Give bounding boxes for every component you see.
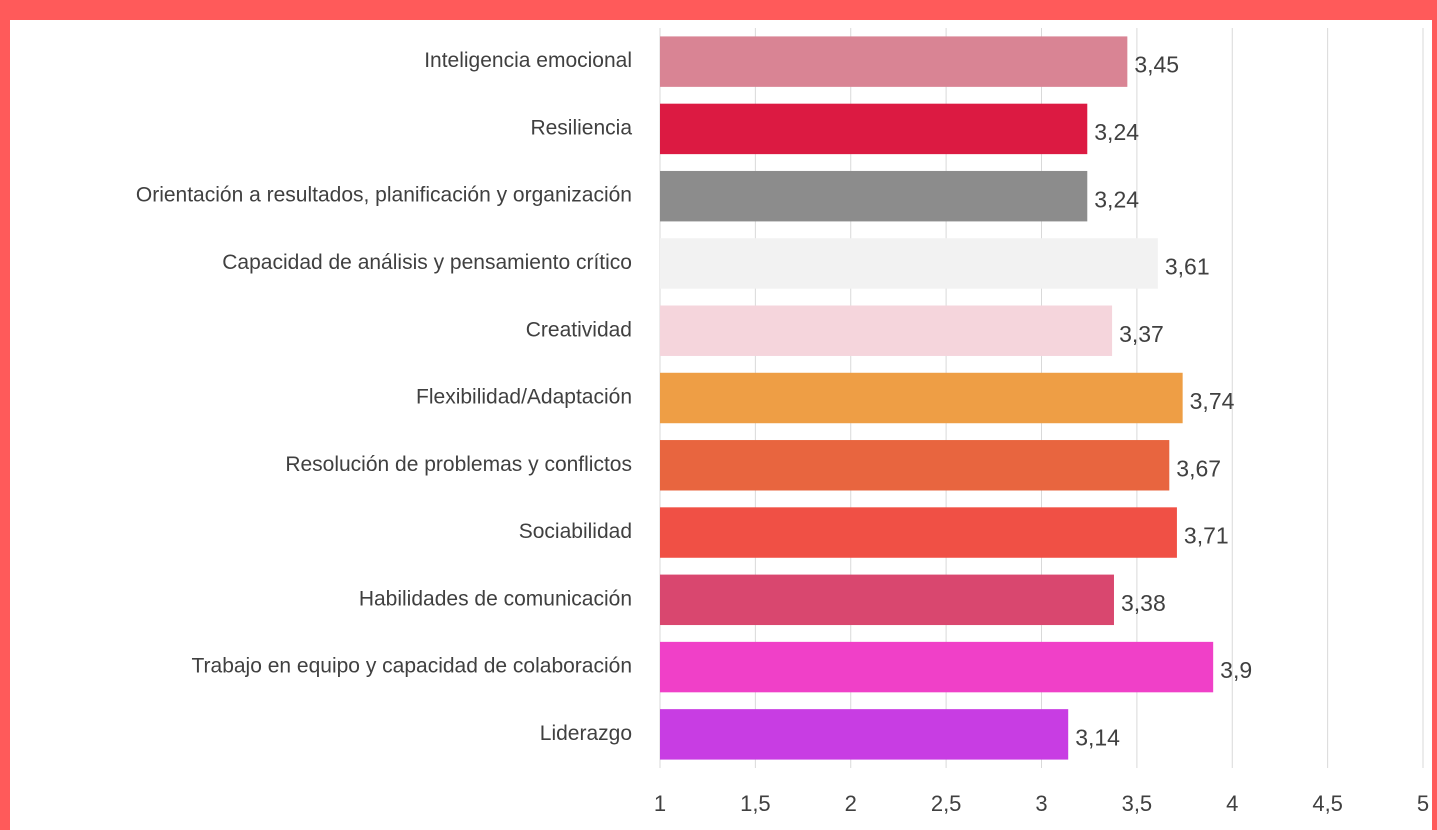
category-label: Liderazgo bbox=[540, 722, 632, 745]
category-label: Capacidad de análisis y pensamiento crít… bbox=[222, 251, 632, 274]
x-tick-label: 3,5 bbox=[1122, 791, 1153, 816]
value-label: 3,24 bbox=[1094, 119, 1139, 145]
category-label: Sociabilidad bbox=[519, 520, 632, 543]
category-label: Trabajo en equipo y capacidad de colabor… bbox=[191, 655, 632, 678]
x-tick-label: 2,5 bbox=[931, 791, 962, 816]
bar bbox=[660, 372, 1183, 424]
x-tick-label: 4 bbox=[1226, 791, 1238, 816]
value-label: 3,24 bbox=[1094, 186, 1139, 212]
category-label: Inteligencia emocional bbox=[424, 49, 632, 72]
x-tick-label: 4,5 bbox=[1312, 791, 1343, 816]
value-label: 3,37 bbox=[1119, 321, 1164, 347]
x-tick-label: 1 bbox=[654, 791, 666, 816]
x-tick-label: 5 bbox=[1417, 791, 1429, 816]
value-label: 3,71 bbox=[1184, 523, 1229, 549]
bar bbox=[660, 641, 1214, 693]
category-label: Habilidades de comunicación bbox=[359, 587, 632, 610]
category-label: Resolución de problemas y conflictos bbox=[285, 453, 632, 476]
plot-background bbox=[10, 20, 1432, 830]
x-tick-label: 3 bbox=[1035, 791, 1047, 816]
category-label: Orientación a resultados, planificación … bbox=[136, 184, 632, 207]
bar bbox=[660, 103, 1088, 155]
value-label: 3,9 bbox=[1220, 657, 1252, 683]
bar bbox=[660, 170, 1088, 222]
bar bbox=[660, 709, 1069, 760]
value-label: 3,38 bbox=[1121, 590, 1166, 616]
value-label: 3,74 bbox=[1190, 388, 1235, 414]
bar bbox=[660, 574, 1114, 626]
category-label: Flexibilidad/Adaptación bbox=[416, 386, 632, 409]
bar bbox=[660, 440, 1170, 491]
bar bbox=[660, 507, 1177, 558]
category-label: Creatividad bbox=[526, 318, 632, 341]
value-label: 3,45 bbox=[1134, 52, 1179, 78]
value-label: 3,61 bbox=[1165, 254, 1210, 280]
category-label: Resiliencia bbox=[530, 116, 632, 139]
bar bbox=[660, 238, 1158, 289]
bar bbox=[660, 36, 1128, 87]
x-tick-label: 1,5 bbox=[740, 791, 771, 816]
value-label: 3,67 bbox=[1176, 455, 1221, 481]
bar bbox=[660, 305, 1113, 356]
x-tick-label: 2 bbox=[845, 791, 857, 816]
value-label: 3,14 bbox=[1075, 724, 1120, 750]
